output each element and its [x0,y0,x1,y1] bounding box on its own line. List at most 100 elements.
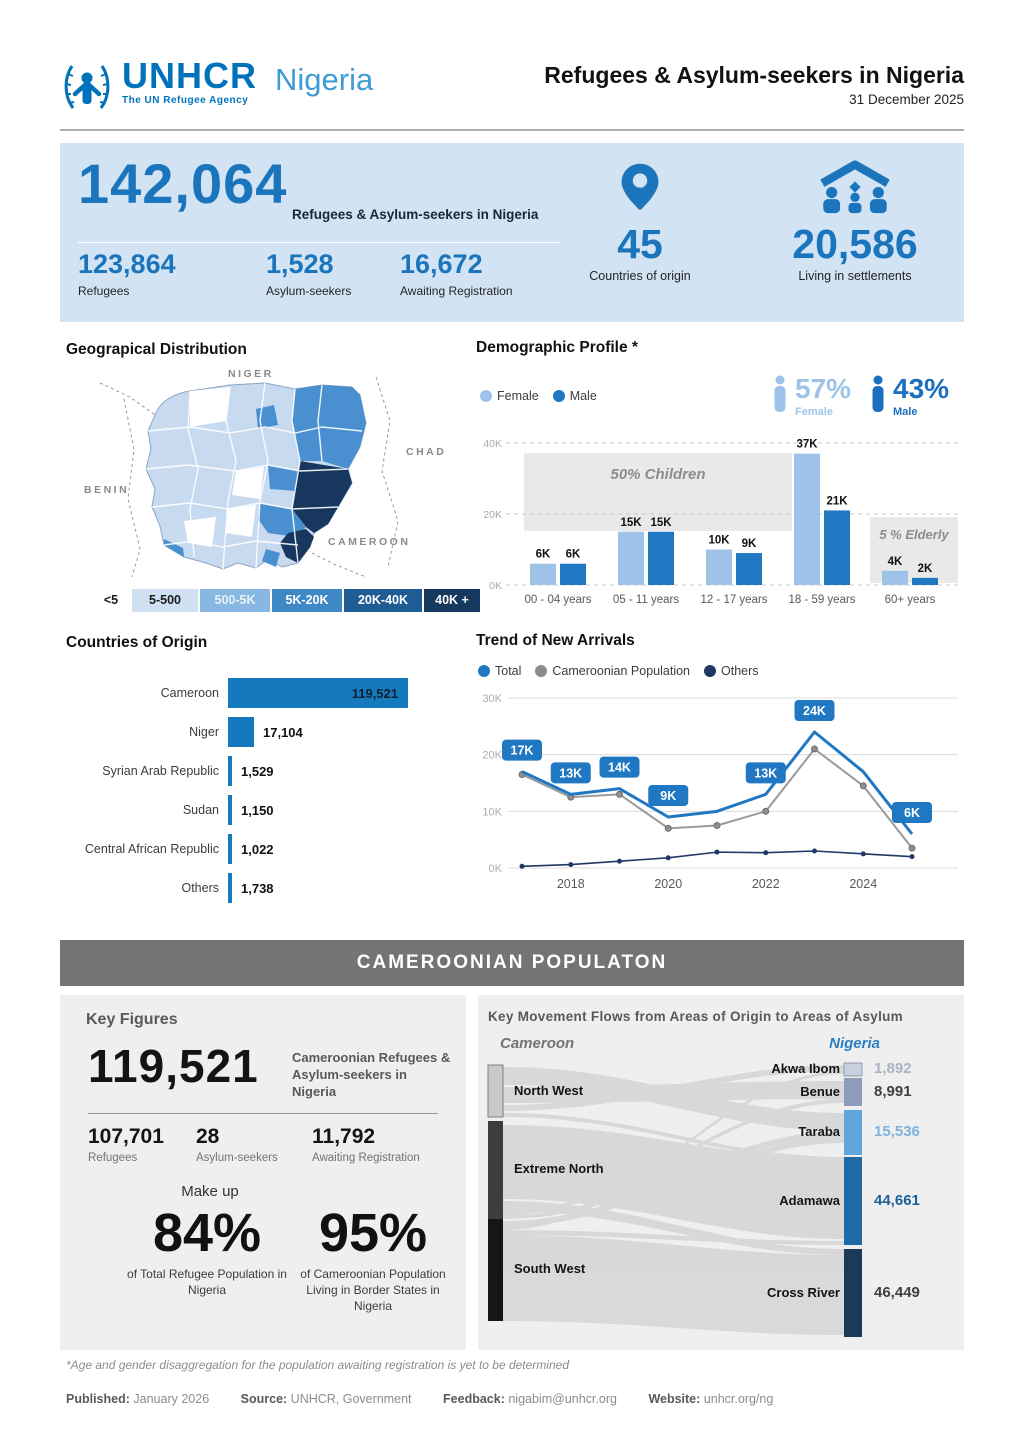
trend-section-title: Trend of New Arrivals [476,632,635,649]
male-pct-value: 43% [893,373,950,404]
dest-label-benue: Benue [800,1084,840,1099]
demographic-profile-section: Demographic Profile * Female Male 57% Fe… [472,337,964,623]
source-value: UNHCR, Government [290,1392,412,1406]
cameroonian-total-label: Cameroonian Refugees & Asylum-seekers in… [292,1050,451,1099]
settlements-value: 20,586 [792,221,918,267]
x-tick: 2022 [752,877,780,891]
y-tick: 10K [482,806,502,818]
x-tick: 2024 [849,877,877,891]
pct84-value: 84% [152,1203,262,1263]
origin-bar [228,795,232,825]
published-value: January 2026 [133,1392,210,1406]
sankey-svg [487,1062,863,1337]
cameroonian-asylum-value: 28 [196,1125,220,1148]
female-bar [882,570,908,585]
demographic-legend: Female Male [480,389,611,403]
male-value-label: 15K [650,517,672,529]
node-south-west [488,1219,503,1321]
category-label: 12 - 17 years [700,594,767,606]
cameroonian-asylum-stat: 28 Asylum-seekers [196,1125,278,1164]
origin-country-label: Syrian Arab Republic [102,764,219,778]
point-label-box [794,700,835,721]
data-point [812,848,817,854]
data-point [568,862,574,868]
origin-country-label: Others [181,881,219,895]
cameroonian-total-value: 119,521 [88,1040,259,1092]
female-value-label: 6K [536,549,551,561]
point-label: 14K [608,761,631,775]
others-legend-dot [704,665,716,677]
y-tick: 40K [483,438,502,450]
category-label: 00 - 04 years [524,594,591,606]
data-point [616,790,623,798]
header-divider [60,129,964,131]
cameroonian-refugees-label: Refugees [88,1152,138,1164]
cameroonian-legend-dot [535,665,548,677]
node-akwa-ibom [843,1062,863,1077]
origin-bar [228,873,232,903]
geo-section-title: Geograpical Distribution [66,341,247,358]
dest-value-cross-river: 46,449 [874,1284,920,1301]
legend-item: 5-500 [132,589,198,612]
male-value-label: 6K [566,549,581,561]
cameroonian-population-banner: CAMEROONIAN POPULATON [60,940,964,986]
female-value-label: 10K [708,535,730,547]
data-point [519,863,525,869]
male-value-label: 21K [826,495,848,507]
countries-of-origin-stat: 45 Countries of origin [580,159,700,283]
demographic-section-title: Demographic Profile * [476,339,638,356]
female-pct-label: Female [795,406,833,418]
data-point [859,782,867,790]
total-legend-dot [478,665,490,677]
point-label-box [502,739,542,761]
pct84-caption: of Total Refugee Population in Nigeria [127,1267,287,1297]
data-point [713,822,721,829]
male-legend-dot [552,390,565,402]
origin-value: 1,150 [241,802,274,818]
category-label: 05 - 11 years [613,594,680,606]
female-percentage: 57% Female [772,375,851,418]
female-value-label: 15K [620,517,642,529]
pct95-value: 95% [318,1203,428,1263]
cameroonian-asylum-label: Asylum-seekers [196,1152,278,1164]
flows-title: Key Movement Flows from Areas of Origin … [488,1009,903,1024]
y-tick: 30K [482,693,502,705]
data-point [763,850,769,856]
website-value: unhcr.org/ng [703,1392,774,1406]
location-pin-icon [621,163,659,211]
source-label: Source: [240,1392,288,1406]
header: UNHCR The UN Refugee Agency Nigeria Refu… [60,56,964,126]
male-bar [648,531,674,585]
refugees-label: Refugees [78,284,130,298]
origin-bars: Cameroon 119,521 Niger 17,104 Syrian Arab Re… [60,678,462,912]
elderly-annotation: 5 % Elderly [879,527,949,542]
cameroonian-awaiting-stat: 11,792 Awaiting Registration [312,1125,420,1164]
point-label: 17K [511,744,534,758]
x-tick: 2018 [557,877,585,891]
node-adamawa [844,1157,862,1245]
summary-stats-band: 142,064 Refugees & Asylum-seekers in Nig… [60,143,964,322]
settlements-label: Living in settlements [798,269,912,283]
source-label-south-west: South West [514,1261,586,1276]
legend-item: <5 [92,589,130,612]
page-title: Refugees & Asylum-seekers in Nigeria [544,62,964,88]
make-up-label: Make up [181,1183,239,1200]
y-tick: 0K [489,580,502,592]
map-label-niger: NIGER [228,368,274,380]
data-point [665,855,671,861]
male-person-icon [872,375,884,412]
category-label: 60+ years [885,594,936,606]
total-legend-label: Total [495,664,522,678]
countries-of-origin-value: 45 [617,221,663,267]
origin-bar [228,756,232,786]
male-bar [824,510,850,585]
female-legend-dot [480,390,492,402]
point-label-box [599,756,640,778]
unhcr-logo: UNHCR The UN Refugee Agency Nigeria [60,58,373,114]
node-extreme-north [488,1121,503,1219]
y-tick: 20K [483,509,502,521]
asylum-seekers-label: Asylum-seekers [266,284,352,298]
male-legend-label: Male [569,389,597,403]
others-legend-label: Others [721,664,759,678]
dest-label-akwa-ibom: Akwa Ibom [771,1061,840,1076]
